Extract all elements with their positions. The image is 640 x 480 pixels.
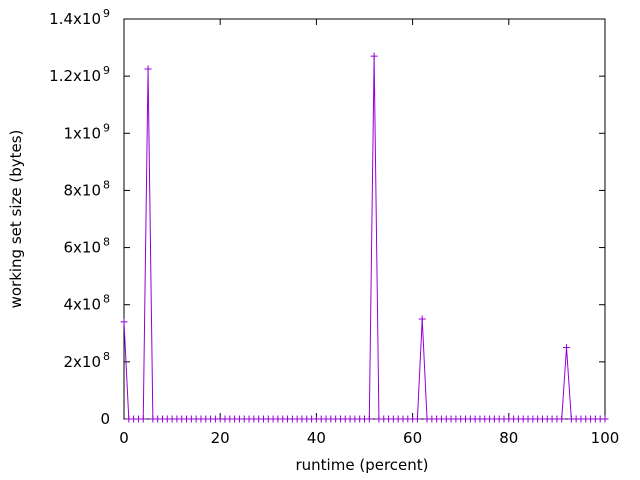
x-tick-label: 100	[591, 429, 620, 447]
data-points	[120, 52, 609, 423]
y-tick-label: 0	[100, 410, 110, 428]
data-point	[370, 52, 378, 60]
data-point	[558, 415, 566, 423]
series-working-set	[123, 56, 605, 420]
y-tick-label: 8x10 8	[63, 178, 110, 199]
data-point	[144, 65, 152, 73]
x-tick-label: 20	[211, 429, 230, 447]
data-point	[413, 415, 421, 423]
x-tick-label: 0	[119, 429, 129, 447]
y-tick-label: 1.4x10 9	[49, 7, 110, 28]
data-point	[365, 415, 373, 423]
plot-frame	[123, 18, 606, 420]
axes: 0 20 40 60 80 100 0 2x10 8 4x10 8 6x10 8 8x10 8 1x10 9 1.…	[49, 7, 619, 447]
data-point	[563, 344, 571, 352]
y-tick-label: 1x10 9	[63, 121, 110, 142]
x-tick-label: 40	[307, 429, 326, 447]
x-axis-label: runtime (percent)	[296, 456, 429, 474]
data-point	[418, 315, 426, 323]
x-tick-label: 80	[499, 429, 518, 447]
data-point	[120, 318, 128, 326]
x-tick-label: 60	[403, 429, 422, 447]
y-tick-label: 6x10 8	[63, 236, 110, 257]
data-point	[601, 415, 609, 423]
y-tick-label: 4x10 8	[63, 293, 110, 314]
y-tick-label: 2x10 8	[63, 350, 110, 371]
y-tick-label: 1.2x10 9	[49, 64, 110, 85]
series-line	[123, 56, 605, 420]
y-axis-label: working set size (bytes)	[7, 130, 25, 309]
data-point	[139, 415, 147, 423]
